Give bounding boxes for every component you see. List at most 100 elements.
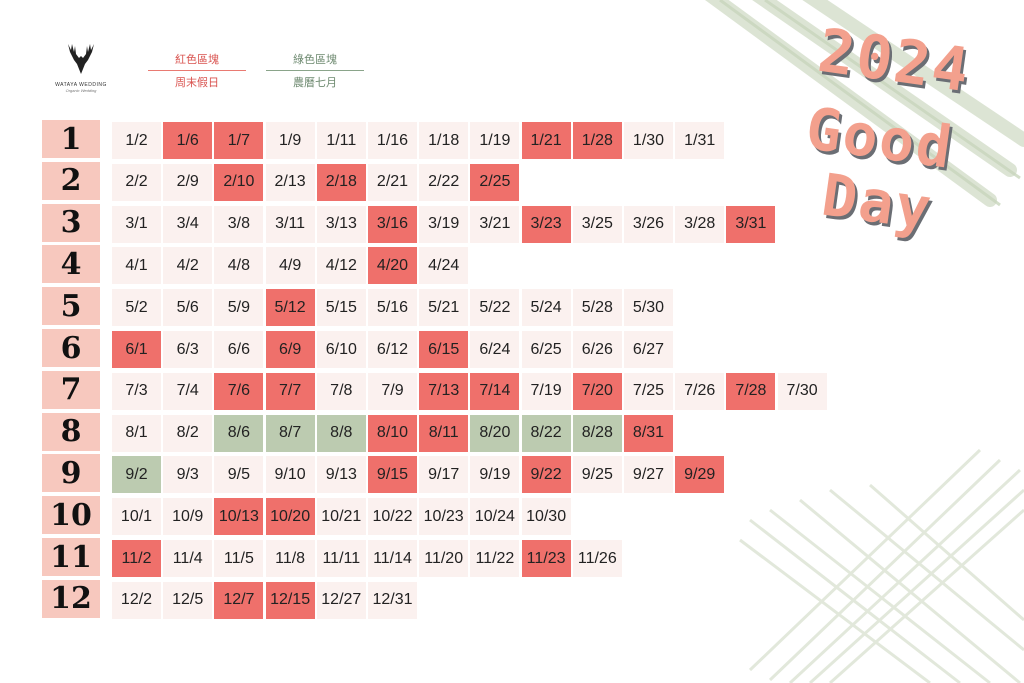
legend-red-meaning: 周末假日: [175, 76, 219, 89]
date-cell-weekend: 7/7: [265, 372, 315, 410]
month-label: 1: [42, 120, 100, 158]
decorative-crosshatch-bottom: [739, 448, 1024, 683]
date-cell: 5/16: [368, 289, 417, 327]
date-cell: 3/1: [112, 205, 161, 243]
date-cell: 6/12: [368, 331, 417, 368]
date-cell-weekend: 6/15: [419, 331, 469, 368]
month-label: 2: [42, 161, 100, 200]
date-cell: 12/2: [112, 581, 161, 619]
legend-green-meaning: 農曆七月: [293, 76, 337, 89]
date-cell: 12/5: [163, 581, 213, 619]
date-cell: 1/2: [112, 122, 161, 159]
date-cell: 11/20: [419, 540, 469, 577]
date-cell: 5/15: [316, 289, 366, 327]
date-cell: 5/24: [521, 289, 571, 327]
month-label: 8: [42, 412, 100, 451]
date-cell-weekend: 9/29: [675, 456, 725, 494]
date-cell: 7/26: [675, 372, 725, 410]
date-cell-weekend: 4/20: [368, 247, 417, 285]
date-cell-ghost-month: 8/28: [572, 414, 622, 452]
date-cell: 5/6: [163, 289, 213, 327]
date-cell: 7/19: [521, 372, 571, 410]
date-cell-weekend: 1/6: [163, 122, 213, 159]
date-cell: 7/25: [624, 372, 673, 410]
date-cell: 1/9: [265, 122, 315, 159]
deer-icon: [68, 44, 94, 74]
date-cell-weekend: 8/31: [624, 414, 673, 452]
date-cell-ghost-month: 8/7: [265, 414, 315, 452]
date-cell-ghost-month: 8/22: [521, 414, 571, 452]
brand-logo: WATAYA WEDDING Organic Wedding: [52, 40, 110, 100]
date-cell: 3/28: [675, 205, 725, 243]
date-cell: 3/8: [214, 205, 264, 243]
date-cell: 6/24: [470, 331, 520, 368]
date-cell-ghost-month: 8/8: [316, 414, 366, 452]
date-cell: 4/1: [112, 247, 161, 285]
date-cell-weekend: 12/15: [265, 581, 315, 619]
date-cell-ghost-month: 8/6: [214, 414, 264, 452]
date-cell: 11/14: [368, 540, 417, 577]
date-cell: 2/21: [368, 163, 417, 201]
date-cell-weekend: 3/23: [521, 205, 571, 243]
date-cell: 1/11: [316, 122, 366, 159]
date-cell: 6/27: [624, 331, 673, 368]
legend-green-label: 綠色區塊: [266, 51, 364, 71]
month-label: 5: [42, 287, 100, 326]
date-cell: 6/26: [572, 331, 622, 368]
date-cell: 7/30: [777, 372, 827, 410]
month-label: 3: [42, 203, 100, 242]
date-cell: 4/8: [214, 247, 264, 285]
date-cell: 9/19: [470, 456, 520, 494]
date-cell: 5/22: [470, 289, 520, 327]
date-cell: 10/21: [316, 498, 366, 536]
date-cell-weekend: 6/1: [112, 331, 161, 368]
date-cell: 2/22: [419, 163, 469, 201]
date-cell: 5/2: [112, 289, 161, 327]
date-cell: 6/3: [163, 331, 213, 368]
date-cell: 1/19: [470, 122, 520, 159]
month-label: 4: [42, 245, 100, 284]
date-cell: 11/4: [163, 540, 213, 577]
date-cell-weekend: 9/22: [521, 456, 571, 494]
month-label: 6: [42, 329, 100, 367]
date-cell-weekend: 7/14: [470, 372, 520, 410]
title-year: 2024: [813, 15, 975, 107]
date-cell: 6/10: [316, 331, 366, 368]
month-label: 7: [42, 370, 100, 409]
month-label: 9: [42, 454, 100, 493]
date-cell: 10/22: [368, 498, 417, 536]
date-cell: 1/18: [419, 122, 469, 159]
date-cell: 11/11: [316, 540, 366, 577]
date-cell: 7/3: [112, 372, 161, 410]
date-cell: 8/1: [112, 414, 161, 452]
date-cell: 4/12: [316, 247, 366, 285]
date-cell: 1/31: [675, 122, 725, 159]
date-cell: 9/5: [214, 456, 264, 494]
legend-green: 綠色區塊 農曆七月: [266, 51, 364, 90]
legend-red-label: 紅色區塊: [148, 51, 246, 71]
date-cell-weekend: 8/11: [419, 414, 469, 452]
date-cell-weekend: 6/9: [265, 331, 315, 368]
date-cell-weekend: 3/31: [726, 205, 776, 243]
date-cell-weekend: 2/18: [316, 163, 366, 201]
date-cell: 2/9: [163, 163, 213, 201]
date-cell: 10/30: [521, 498, 571, 536]
date-cell: 9/3: [163, 456, 213, 494]
date-cell: 3/13: [316, 205, 366, 243]
month-label: 12: [42, 579, 100, 618]
title-day: Day: [817, 160, 937, 244]
date-cell-ghost-month: 9/2: [112, 456, 161, 494]
date-cell: 11/26: [572, 540, 622, 577]
date-cell: 9/27: [624, 456, 673, 494]
date-cell-weekend: 3/16: [368, 205, 417, 243]
date-cell: 5/21: [419, 289, 469, 327]
date-cell: 1/30: [624, 122, 673, 159]
date-cell: 7/4: [163, 372, 213, 410]
date-cell-weekend: 9/15: [368, 456, 417, 494]
date-cell: 6/25: [521, 331, 571, 368]
date-cell: 6/6: [214, 331, 264, 368]
date-cell-weekend: 11/2: [112, 540, 161, 577]
date-cell-weekend: 12/7: [214, 581, 264, 619]
date-cell: 7/8: [316, 372, 366, 410]
date-cell: 9/13: [316, 456, 366, 494]
